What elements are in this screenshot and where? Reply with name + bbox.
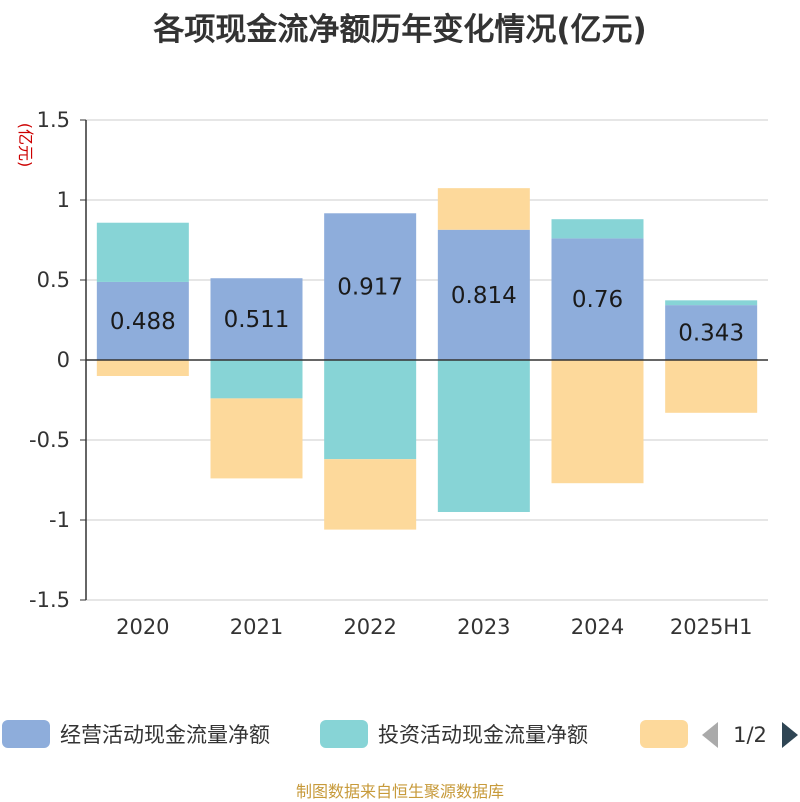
x-tick-label: 2020 bbox=[116, 615, 169, 639]
legend-item[interactable]: 投资活动现金流量净额 bbox=[320, 720, 588, 748]
legend-label: 投资活动现金流量净额 bbox=[378, 723, 588, 747]
y-tick-label: 1.5 bbox=[37, 108, 70, 132]
data-label: 0.511 bbox=[224, 307, 290, 333]
bar-segment bbox=[210, 278, 303, 360]
legend-label: 经营活动现金流量净额 bbox=[60, 723, 270, 747]
legend-item[interactable] bbox=[640, 720, 688, 748]
axes: -1.5 -1 -0.5 0 0.5 1 1.5 2020 2021 2022 2023 2024 20… bbox=[29, 108, 768, 639]
bar-segment bbox=[210, 360, 303, 399]
y-tick-label: 0.5 bbox=[37, 268, 70, 292]
bar-segment bbox=[324, 360, 417, 460]
bar-segment bbox=[551, 360, 644, 484]
legend-item[interactable]: 经营活动现金流量净额 bbox=[2, 720, 270, 748]
y-tick-label: -1 bbox=[49, 508, 70, 532]
y-tick-label: 1 bbox=[57, 188, 70, 212]
bar-segment bbox=[96, 281, 189, 360]
bar-segment bbox=[96, 360, 189, 376]
bar-segment bbox=[437, 188, 530, 230]
bar-segment bbox=[665, 360, 758, 413]
legend-swatch bbox=[320, 720, 368, 748]
y-tick-label: -0.5 bbox=[29, 428, 70, 452]
triangle-left-icon[interactable] bbox=[702, 722, 718, 748]
y-tick-label: 0 bbox=[57, 348, 70, 372]
x-tick-label: 2023 bbox=[457, 615, 510, 639]
bar-segment bbox=[437, 360, 530, 512]
bar-segment bbox=[324, 213, 417, 360]
legend-swatch bbox=[2, 720, 50, 748]
y-tick-label: -1.5 bbox=[29, 588, 70, 612]
bar-segment bbox=[210, 398, 303, 479]
bars bbox=[96, 188, 758, 530]
legend: 经营活动现金流量净额 投资活动现金流量净额 1/2 bbox=[2, 720, 798, 748]
data-label: 0.814 bbox=[451, 283, 517, 309]
bar-segment bbox=[324, 459, 417, 530]
bar-segment bbox=[551, 238, 644, 360]
data-label: 0.917 bbox=[337, 275, 403, 301]
bar-segment bbox=[96, 222, 189, 282]
chart-title: 各项现金流净额历年变化情况(亿元) bbox=[153, 12, 647, 48]
source-note: 制图数据来自恒生聚源数据库 bbox=[295, 782, 504, 801]
bar-segment bbox=[665, 300, 758, 306]
data-label: 0.76 bbox=[572, 287, 623, 313]
x-tick-label: 2025H1 bbox=[670, 615, 753, 639]
data-labels: 0.488 0.511 0.917 0.814 0.76 0.343 bbox=[110, 275, 744, 347]
x-tick-label: 2022 bbox=[343, 615, 396, 639]
bar-segment bbox=[665, 305, 758, 360]
data-label: 0.343 bbox=[678, 321, 744, 347]
x-tick-label: 2024 bbox=[571, 615, 624, 639]
y-axis-label: (亿元) bbox=[16, 123, 35, 168]
bar-segment bbox=[437, 229, 530, 360]
legend-swatch bbox=[640, 720, 688, 748]
bar-segment bbox=[551, 219, 644, 239]
legend-page-indicator: 1/2 bbox=[733, 723, 767, 747]
data-label: 0.488 bbox=[110, 309, 176, 335]
x-tick-label: 2021 bbox=[230, 615, 283, 639]
triangle-right-icon[interactable] bbox=[782, 722, 798, 748]
